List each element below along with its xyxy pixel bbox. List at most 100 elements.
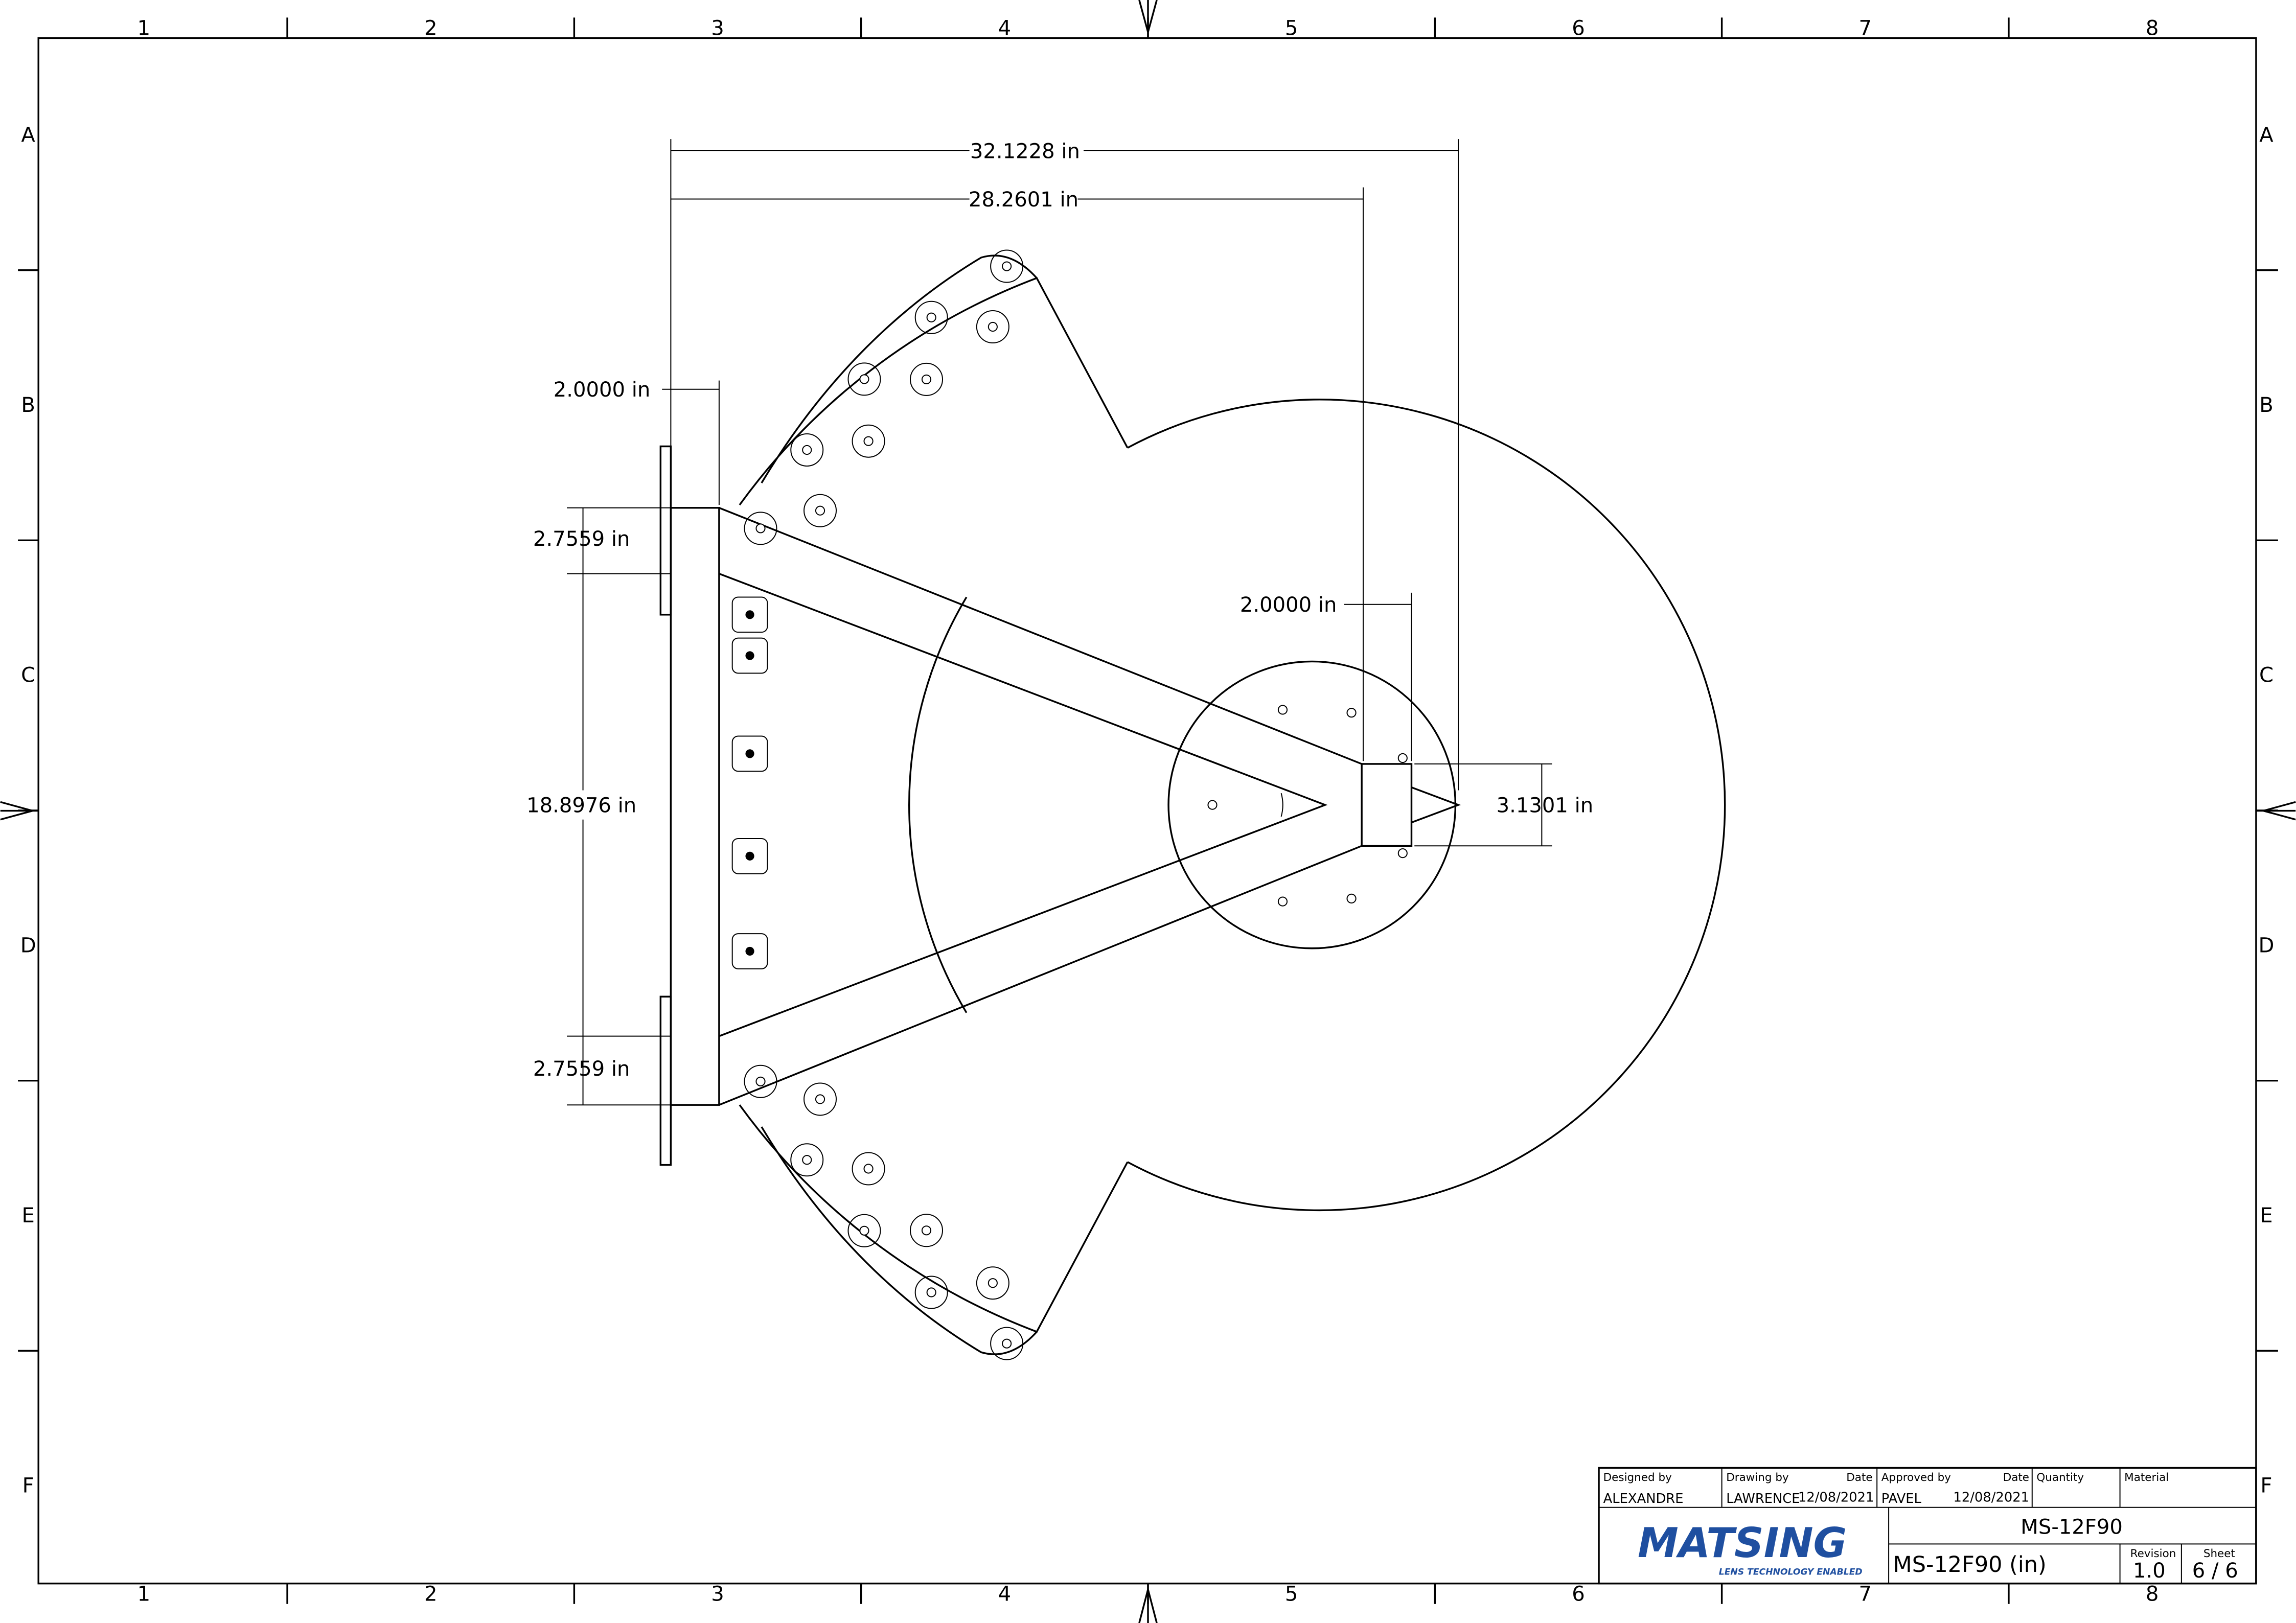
reflector-disc xyxy=(1127,399,1726,1212)
lens-element-core xyxy=(988,321,998,332)
lens-elements xyxy=(731,249,1024,1360)
lens-element xyxy=(976,310,1009,344)
tip-block xyxy=(1361,763,1413,847)
lens-element xyxy=(731,735,768,772)
field-value: ALEXANDRE xyxy=(1603,1491,1684,1506)
lens-element xyxy=(852,424,885,458)
lens-element xyxy=(731,596,768,633)
lens-element-core xyxy=(921,1225,932,1236)
lens-arc-edge xyxy=(761,254,1038,1355)
column-label: 4 xyxy=(998,1583,1012,1606)
frame-arms xyxy=(719,507,1362,1106)
field-label: Material xyxy=(2124,1471,2169,1484)
field-value: 12/08/2021 xyxy=(1954,1490,2030,1505)
column-label: 6 xyxy=(1572,16,1585,40)
lens-element xyxy=(790,1143,824,1177)
lens-element xyxy=(731,933,768,969)
row-label: C xyxy=(21,664,35,687)
field-label: Drawing by xyxy=(1726,1471,1789,1484)
part-geometry xyxy=(659,249,1726,1360)
title-block-grid xyxy=(1599,1468,2256,1584)
column-label: 2 xyxy=(424,1583,438,1606)
lens-element-core xyxy=(1002,261,1012,271)
lens-element-core xyxy=(1002,1338,1012,1349)
row-label: F xyxy=(2260,1474,2272,1498)
lens-element-core xyxy=(745,651,754,660)
row-label: F xyxy=(22,1474,34,1498)
lens-element xyxy=(744,1064,777,1098)
lens-element xyxy=(803,494,837,527)
border-labels: 1 1 2 2 3 3 4 4 5 5 6 6 7 7 8 8 A A B B C C D D E E F F xyxy=(20,16,2275,1606)
lens-element-core xyxy=(755,523,766,534)
dimension-label: 18.8976 in xyxy=(526,794,636,817)
hole xyxy=(1346,708,1357,718)
lens-element xyxy=(847,1214,881,1247)
sheet: 6 / 6 xyxy=(2192,1559,2238,1583)
hub-arc xyxy=(1280,793,1283,817)
title-block-frame xyxy=(1598,1467,2257,1585)
lens-element-core xyxy=(745,851,754,861)
field-value: LAWRENCE xyxy=(1726,1491,1800,1506)
lens-element xyxy=(731,838,768,874)
column-label: 7 xyxy=(1859,1583,1872,1606)
logo: MATSING xyxy=(1638,1519,1847,1567)
field-label: Approved by xyxy=(1881,1471,1951,1484)
row-label: E xyxy=(2260,1204,2272,1227)
field-label: Revision xyxy=(2130,1547,2176,1560)
hub xyxy=(1167,660,1457,949)
field-label: Sheet xyxy=(2203,1547,2235,1560)
lens-element xyxy=(731,637,768,674)
row-label: D xyxy=(2259,934,2275,957)
lens-element-core xyxy=(863,1164,874,1174)
hole xyxy=(1277,705,1288,715)
dimension-label: 32.1228 in xyxy=(970,140,1080,163)
lens-element-core xyxy=(745,946,754,956)
field-label: Date xyxy=(1846,1471,1872,1484)
lens-element-core xyxy=(859,1225,869,1236)
row-label: C xyxy=(2259,664,2274,687)
lens-element-core xyxy=(802,1155,812,1165)
field-label: Designed by xyxy=(1603,1471,1672,1484)
tip xyxy=(1411,786,1461,824)
column-label: 3 xyxy=(711,1583,724,1606)
hole xyxy=(1397,753,1408,763)
lens-element xyxy=(803,1082,837,1116)
lens-element xyxy=(790,433,824,467)
lens-element xyxy=(914,1276,948,1309)
dimension-label: 2.0000 in xyxy=(554,378,651,402)
logo-tagline: LENS TECHNOLOGY ENABLED xyxy=(1719,1567,1863,1577)
holes xyxy=(1207,705,1408,907)
lens-element xyxy=(990,249,1024,283)
lens-element-core xyxy=(745,749,754,758)
column-label: 5 xyxy=(1285,16,1298,40)
column-label: 5 xyxy=(1285,1583,1298,1606)
lens-element-core xyxy=(926,312,936,322)
field-label: Quantity xyxy=(2036,1471,2084,1484)
lens-element-core xyxy=(863,436,874,446)
part-name: MS-12F90 xyxy=(2021,1515,2123,1539)
column-label: 6 xyxy=(1572,1583,1585,1606)
dimension-label: 3.1301 in xyxy=(1497,794,1594,817)
column-label: 2 xyxy=(424,16,438,40)
reflector-disc-inner xyxy=(908,596,968,1013)
lens-element xyxy=(910,1214,944,1247)
revision: 1.0 xyxy=(2133,1559,2166,1583)
lens-element xyxy=(990,1327,1024,1360)
column-label: 8 xyxy=(2146,1583,2159,1606)
row-label: B xyxy=(2259,393,2274,417)
row-label: E xyxy=(21,1204,34,1227)
lens-element xyxy=(852,1152,885,1186)
lens-element-core xyxy=(802,445,812,455)
lens-element xyxy=(976,1266,1009,1300)
title-block: Designed by ALEXANDRE Drawing by LAWRENC… xyxy=(1598,1467,2257,1585)
dimension-label: 2.0000 in xyxy=(1240,593,1337,617)
lens-element xyxy=(914,300,948,334)
column-label: 1 xyxy=(137,16,151,40)
column-label: 8 xyxy=(2146,16,2159,40)
row-label: A xyxy=(21,123,35,147)
field-label: Date xyxy=(2003,1471,2029,1484)
